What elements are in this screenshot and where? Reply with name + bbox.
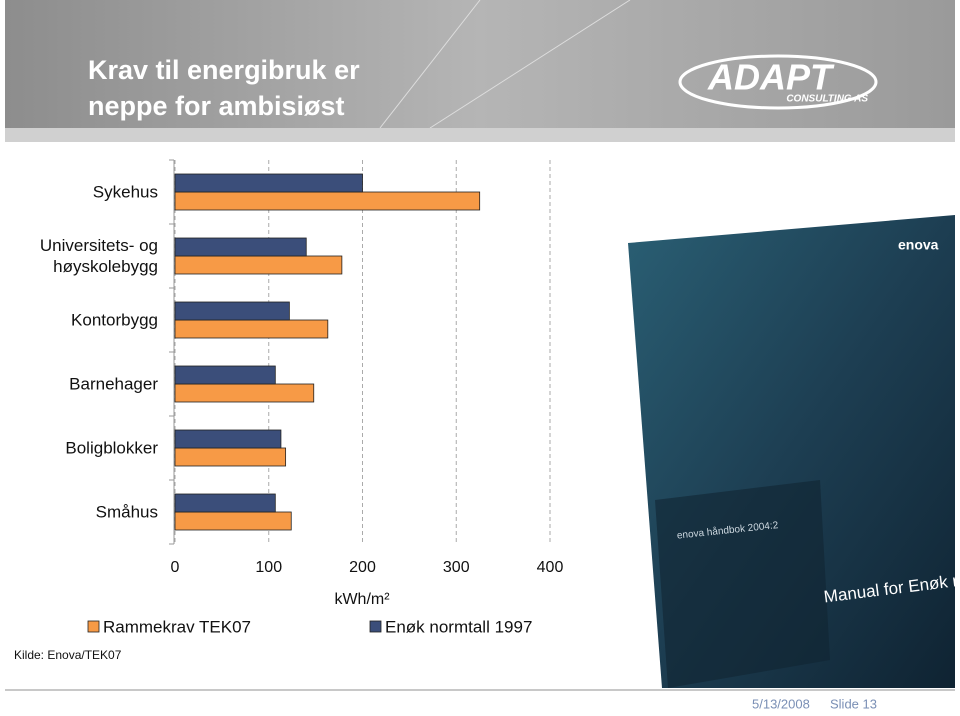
y-tick-label: Kontorbygg	[71, 310, 158, 330]
book-deco	[655, 480, 830, 688]
x-axis-label: kWh/m²	[334, 591, 390, 608]
footer-slide: Slide 13	[830, 696, 877, 711]
bar	[174, 383, 315, 403]
legend-swatch	[87, 620, 100, 633]
bar	[174, 301, 290, 321]
bar	[174, 447, 287, 467]
bar	[174, 511, 292, 531]
book-brand: enova	[898, 237, 939, 253]
x-tick-label: 300	[443, 559, 470, 576]
logo: ADAPT	[707, 57, 835, 98]
x-tick-label: 100	[255, 559, 282, 576]
bar	[174, 365, 276, 385]
header-deco	[379, 0, 481, 129]
legend-label: Rammekrav TEK07	[103, 617, 251, 636]
x-tick-label: 200	[349, 559, 376, 576]
footer-date: 5/13/2008	[752, 696, 810, 711]
header-deco	[429, 0, 631, 129]
y-tick-label: Barnehager	[69, 374, 158, 394]
bar	[174, 237, 307, 257]
legend-swatch	[369, 620, 382, 633]
bar	[174, 319, 329, 339]
y-tick-label: Universitets- og høyskolebygg	[39, 236, 158, 276]
logo-sub: CONSULTING AS	[786, 94, 868, 105]
header-strip	[5, 128, 955, 142]
source: Kilde: Enova/TEK07	[14, 648, 122, 662]
bar	[174, 191, 481, 211]
x-tick-label: 400	[537, 559, 564, 576]
y-tick-label: Sykehus	[92, 182, 158, 202]
y-tick-label: Småhus	[95, 502, 158, 522]
legend-label: Enøk normtall 1997	[385, 617, 532, 636]
bar	[174, 493, 276, 513]
y-tick-label: Boligblokker	[65, 438, 158, 458]
x-tick-label: 0	[171, 559, 180, 576]
bar	[174, 255, 343, 275]
logo-swoosh	[678, 54, 878, 110]
slide-title: Krav til energibruk er neppe for ambisiø…	[88, 55, 360, 121]
bar	[174, 429, 282, 449]
bar	[174, 173, 363, 193]
